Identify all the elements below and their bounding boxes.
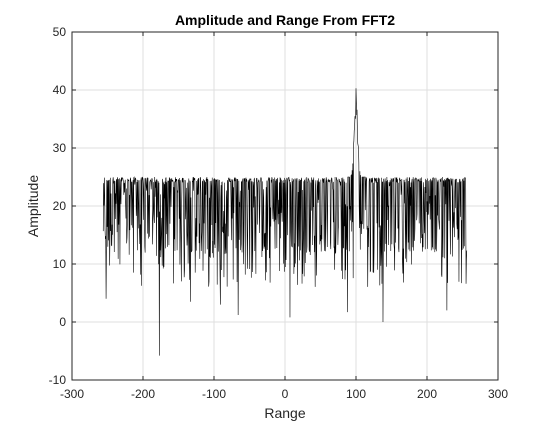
- x-axis-label: Range: [264, 405, 305, 421]
- x-tick-label: -100: [202, 387, 226, 401]
- y-tick-label: 20: [53, 199, 67, 213]
- y-tick-label: 10: [53, 257, 67, 271]
- chart-title: Amplitude and Range From FFT2: [175, 12, 395, 28]
- y-tick-label: 30: [53, 141, 67, 155]
- amplitude-line: [102, 88, 468, 356]
- y-tick-label: 40: [53, 83, 67, 97]
- y-tick-label: -10: [49, 373, 67, 387]
- y-axis-label: Amplitude: [25, 175, 41, 237]
- x-tick-label: 200: [417, 387, 437, 401]
- x-tick-label: 300: [488, 387, 508, 401]
- data-series: [102, 88, 468, 356]
- y-tick-label: 50: [53, 25, 67, 39]
- y-tick-label: 0: [59, 315, 66, 329]
- x-tick-label: -300: [60, 387, 84, 401]
- x-tick-label: 100: [346, 387, 366, 401]
- x-tick-label: -200: [131, 387, 155, 401]
- x-tick-label: 0: [282, 387, 289, 401]
